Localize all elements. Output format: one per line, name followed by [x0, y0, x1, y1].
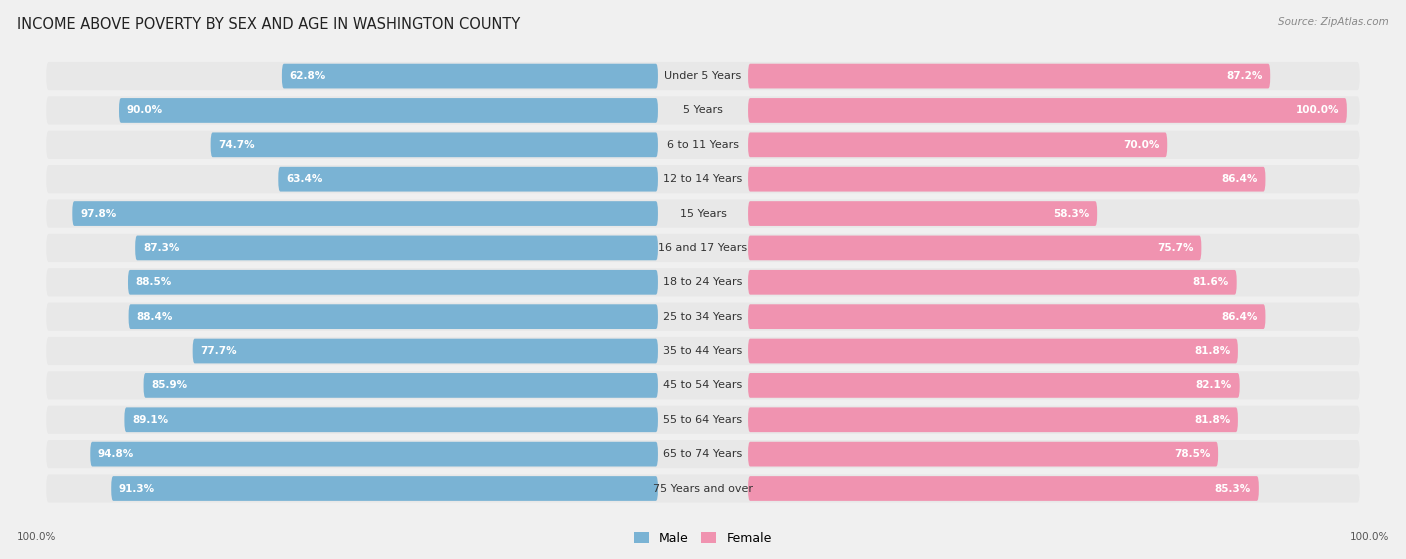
Text: 88.4%: 88.4% [136, 312, 173, 321]
FancyBboxPatch shape [46, 475, 1360, 503]
Text: 55 to 64 Years: 55 to 64 Years [664, 415, 742, 425]
FancyBboxPatch shape [748, 167, 1265, 192]
FancyBboxPatch shape [46, 234, 1360, 262]
Text: 25 to 34 Years: 25 to 34 Years [664, 312, 742, 321]
FancyBboxPatch shape [46, 302, 1360, 331]
Text: 86.4%: 86.4% [1222, 174, 1258, 184]
FancyBboxPatch shape [128, 304, 658, 329]
FancyBboxPatch shape [748, 442, 1218, 467]
Text: 62.8%: 62.8% [290, 71, 326, 81]
FancyBboxPatch shape [72, 201, 658, 226]
FancyBboxPatch shape [90, 442, 658, 467]
Text: 85.9%: 85.9% [152, 380, 187, 390]
Text: 45 to 54 Years: 45 to 54 Years [664, 380, 742, 390]
FancyBboxPatch shape [748, 64, 1270, 88]
FancyBboxPatch shape [143, 373, 658, 398]
FancyBboxPatch shape [748, 270, 1237, 295]
FancyBboxPatch shape [46, 268, 1360, 296]
Text: 63.4%: 63.4% [285, 174, 322, 184]
Text: 58.3%: 58.3% [1053, 209, 1090, 219]
Text: 81.6%: 81.6% [1192, 277, 1229, 287]
Text: 100.0%: 100.0% [1296, 106, 1339, 116]
FancyBboxPatch shape [46, 96, 1360, 125]
FancyBboxPatch shape [46, 200, 1360, 228]
FancyBboxPatch shape [124, 408, 658, 432]
FancyBboxPatch shape [748, 304, 1265, 329]
Text: 16 and 17 Years: 16 and 17 Years [658, 243, 748, 253]
FancyBboxPatch shape [46, 165, 1360, 193]
FancyBboxPatch shape [748, 476, 1258, 501]
Text: INCOME ABOVE POVERTY BY SEX AND AGE IN WASHINGTON COUNTY: INCOME ABOVE POVERTY BY SEX AND AGE IN W… [17, 17, 520, 32]
Text: 75 Years and over: 75 Years and over [652, 484, 754, 494]
FancyBboxPatch shape [748, 132, 1167, 157]
FancyBboxPatch shape [46, 62, 1360, 90]
Text: 87.2%: 87.2% [1226, 71, 1263, 81]
FancyBboxPatch shape [748, 235, 1201, 260]
FancyBboxPatch shape [135, 235, 658, 260]
Text: 35 to 44 Years: 35 to 44 Years [664, 346, 742, 356]
Text: 77.7%: 77.7% [201, 346, 238, 356]
Text: 87.3%: 87.3% [143, 243, 180, 253]
Text: 65 to 74 Years: 65 to 74 Years [664, 449, 742, 459]
Text: 85.3%: 85.3% [1215, 484, 1251, 494]
Text: 74.7%: 74.7% [218, 140, 254, 150]
Text: 15 Years: 15 Years [679, 209, 727, 219]
FancyBboxPatch shape [46, 406, 1360, 434]
FancyBboxPatch shape [46, 440, 1360, 468]
Text: 100.0%: 100.0% [17, 532, 56, 542]
Text: 100.0%: 100.0% [1350, 532, 1389, 542]
Text: 78.5%: 78.5% [1174, 449, 1211, 459]
FancyBboxPatch shape [193, 339, 658, 363]
Text: 91.3%: 91.3% [120, 484, 155, 494]
Text: 82.1%: 82.1% [1195, 380, 1232, 390]
FancyBboxPatch shape [748, 98, 1347, 123]
Text: 89.1%: 89.1% [132, 415, 169, 425]
Text: Source: ZipAtlas.com: Source: ZipAtlas.com [1278, 17, 1389, 27]
FancyBboxPatch shape [748, 373, 1240, 398]
Text: 12 to 14 Years: 12 to 14 Years [664, 174, 742, 184]
Text: 90.0%: 90.0% [127, 106, 163, 116]
FancyBboxPatch shape [128, 270, 658, 295]
Text: 5 Years: 5 Years [683, 106, 723, 116]
FancyBboxPatch shape [281, 64, 658, 88]
Text: 97.8%: 97.8% [80, 209, 117, 219]
FancyBboxPatch shape [46, 131, 1360, 159]
Text: 94.8%: 94.8% [98, 449, 134, 459]
Text: 81.8%: 81.8% [1194, 346, 1230, 356]
FancyBboxPatch shape [748, 408, 1237, 432]
Text: 70.0%: 70.0% [1123, 140, 1160, 150]
Legend: Male, Female: Male, Female [630, 527, 776, 550]
Text: 75.7%: 75.7% [1157, 243, 1194, 253]
FancyBboxPatch shape [748, 339, 1237, 363]
FancyBboxPatch shape [46, 337, 1360, 365]
FancyBboxPatch shape [211, 132, 658, 157]
Text: 86.4%: 86.4% [1222, 312, 1258, 321]
FancyBboxPatch shape [278, 167, 658, 192]
FancyBboxPatch shape [111, 476, 658, 501]
FancyBboxPatch shape [46, 371, 1360, 400]
Text: Under 5 Years: Under 5 Years [665, 71, 741, 81]
Text: 88.5%: 88.5% [136, 277, 172, 287]
Text: 18 to 24 Years: 18 to 24 Years [664, 277, 742, 287]
Text: 81.8%: 81.8% [1194, 415, 1230, 425]
FancyBboxPatch shape [748, 201, 1097, 226]
Text: 6 to 11 Years: 6 to 11 Years [666, 140, 740, 150]
FancyBboxPatch shape [120, 98, 658, 123]
